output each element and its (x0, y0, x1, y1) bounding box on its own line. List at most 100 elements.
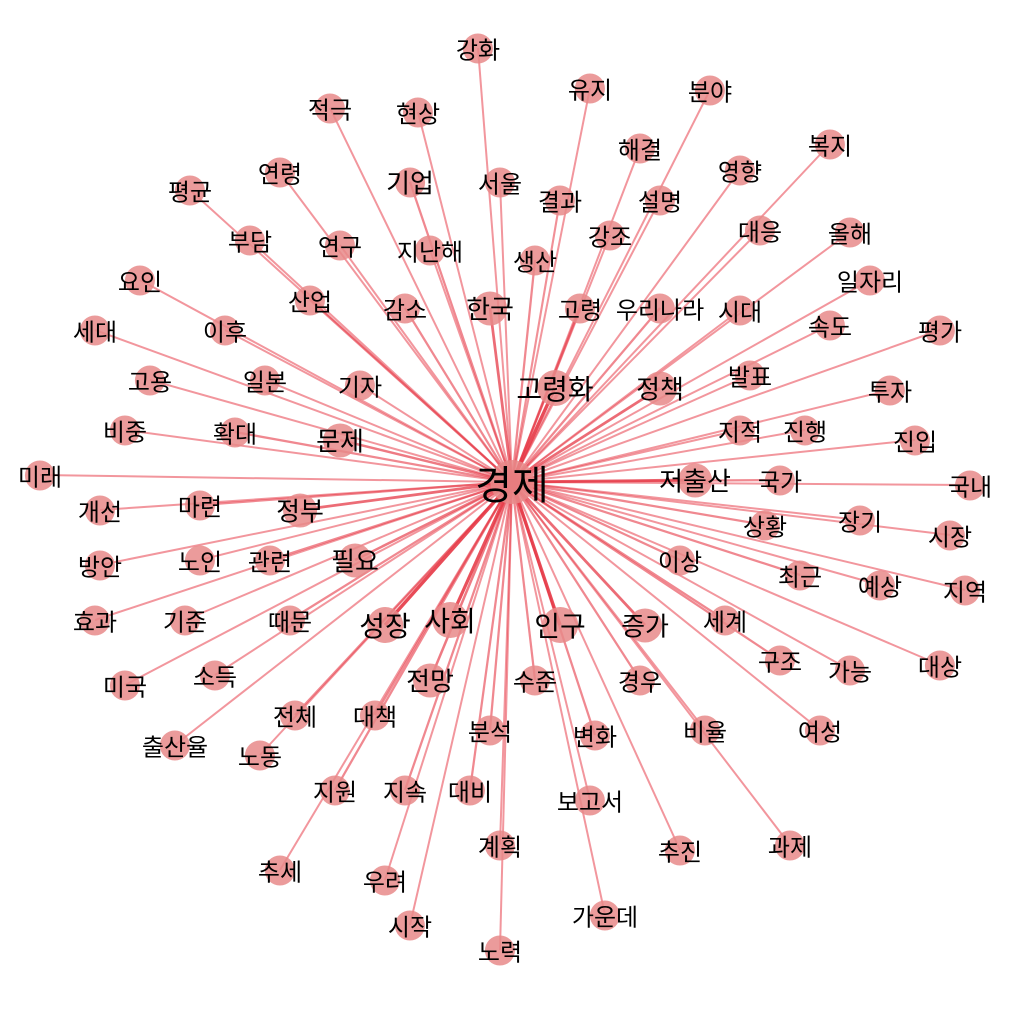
node-label: 인구 (534, 611, 586, 642)
graph-node: 세계 (703, 603, 747, 638)
graph-node: 현상 (396, 95, 440, 130)
graph-node: 방안 (78, 548, 122, 583)
graph-node: 개선 (78, 493, 122, 528)
graph-node: 지역 (943, 573, 987, 608)
graph-node: 저출산 (659, 462, 731, 499)
graph-node: 정부 (276, 492, 324, 529)
node-label: 국가 (758, 470, 802, 497)
node-label: 소득 (193, 665, 237, 692)
graph-node: 지난해 (397, 233, 463, 268)
node-label: 설명 (638, 190, 682, 217)
graph-node: 때문 (268, 603, 312, 638)
node-label: 복지 (808, 134, 852, 161)
node-label: 분석 (468, 720, 512, 747)
node-label: 추진 (658, 840, 702, 867)
graph-node: 진행 (783, 413, 827, 448)
graph-node: 기준 (163, 603, 207, 638)
node-label: 결과 (538, 190, 582, 217)
node-label: 계획 (478, 835, 522, 862)
node-label: 한국 (466, 295, 514, 325)
graph-node: 연구 (318, 228, 362, 263)
node-label: 상황 (743, 515, 787, 542)
node-label: 이상 (658, 550, 702, 577)
graph-node: 일본 (243, 363, 287, 398)
graph-node: 영향 (718, 153, 762, 188)
node-label: 우리나라 (616, 298, 704, 325)
graph-node: 속도 (808, 308, 852, 343)
node-label: 사회 (424, 606, 476, 637)
node-label: 예상 (858, 575, 902, 602)
node-label: 대응 (738, 220, 782, 247)
network-graph: 강화유지분야적극현상해결복지연령기업서울영향평균결과설명강조대응올해부담연구지난… (0, 0, 1024, 1024)
node-label: 평가 (918, 320, 962, 347)
graph-node: 국가 (758, 463, 802, 498)
graph-node: 우려 (363, 863, 407, 898)
node-label: 서울 (478, 172, 522, 199)
node-label: 지적 (718, 420, 762, 447)
graph-node: 대응 (738, 213, 782, 248)
node-label: 수준 (513, 670, 557, 697)
graph-node: 우리나라 (616, 291, 704, 326)
node-label: 부담 (228, 230, 272, 257)
graph-node: 고령화 (516, 368, 593, 408)
node-label: 연구 (318, 235, 362, 262)
node-label: 정책 (636, 375, 684, 405)
graph-node: 노인 (178, 543, 222, 578)
graph-node: 연령 (258, 155, 302, 190)
graph-node: 생산 (513, 243, 557, 278)
node-label: 일자리 (837, 270, 903, 297)
node-label: 노력 (478, 940, 522, 967)
center-node: 경제 (475, 453, 549, 511)
graph-node: 시작 (388, 908, 432, 943)
node-label: 방안 (78, 555, 122, 582)
graph-node: 미국 (103, 668, 147, 703)
node-label: 정부 (276, 497, 324, 527)
graph-node: 확대 (213, 415, 257, 450)
graph-node: 복지 (808, 127, 852, 162)
node-label: 세대 (73, 320, 117, 347)
graph-node: 결과 (538, 183, 582, 218)
graph-node: 사회 (424, 600, 476, 640)
graph-node: 고령 (558, 291, 602, 326)
graph-node: 전체 (273, 698, 317, 733)
graph-node: 증가 (621, 607, 669, 644)
graph-node: 시장 (928, 518, 972, 553)
graph-node: 구조 (758, 643, 802, 678)
node-label: 진행 (783, 420, 827, 447)
node-label: 고령화 (516, 374, 593, 405)
graph-node: 문제 (316, 422, 364, 459)
node-label: 가운데 (572, 905, 638, 932)
node-label: 생산 (513, 250, 557, 277)
graph-node: 추진 (658, 833, 702, 868)
graph-node: 부담 (228, 223, 272, 258)
node-label: 현상 (396, 102, 440, 129)
graph-node: 최근 (778, 558, 822, 593)
node-label: 적극 (308, 98, 352, 125)
node-label: 여성 (798, 720, 842, 747)
graph-node: 고용 (128, 363, 172, 398)
node-label: 마련 (178, 495, 222, 522)
graph-node: 대비 (448, 773, 492, 808)
node-label: 필요 (331, 547, 379, 577)
graph-node: 요인 (118, 263, 162, 298)
graph-node: 관련 (248, 543, 292, 578)
graph-node: 비율 (683, 713, 727, 748)
node-label: 지속 (383, 780, 427, 807)
graph-node: 투자 (868, 373, 912, 408)
node-label: 문제 (316, 427, 364, 457)
node-label: 개선 (78, 500, 122, 527)
node-label: 분야 (688, 80, 732, 107)
node-label: 변화 (573, 725, 617, 752)
node-label: 대상 (918, 655, 962, 682)
node-label: 증가 (621, 612, 669, 642)
graph-node: 적극 (308, 91, 352, 126)
node-label: 효과 (73, 610, 117, 637)
graph-node: 장기 (838, 503, 882, 538)
node-label: 비중 (103, 420, 147, 447)
graph-node: 이후 (203, 313, 247, 348)
graph-node: 기자 (338, 368, 382, 403)
node-label: 성장 (359, 611, 411, 642)
graph-node: 일자리 (837, 263, 903, 298)
node-label: 출산율 (142, 735, 208, 762)
node-label: 올해 (828, 222, 872, 249)
